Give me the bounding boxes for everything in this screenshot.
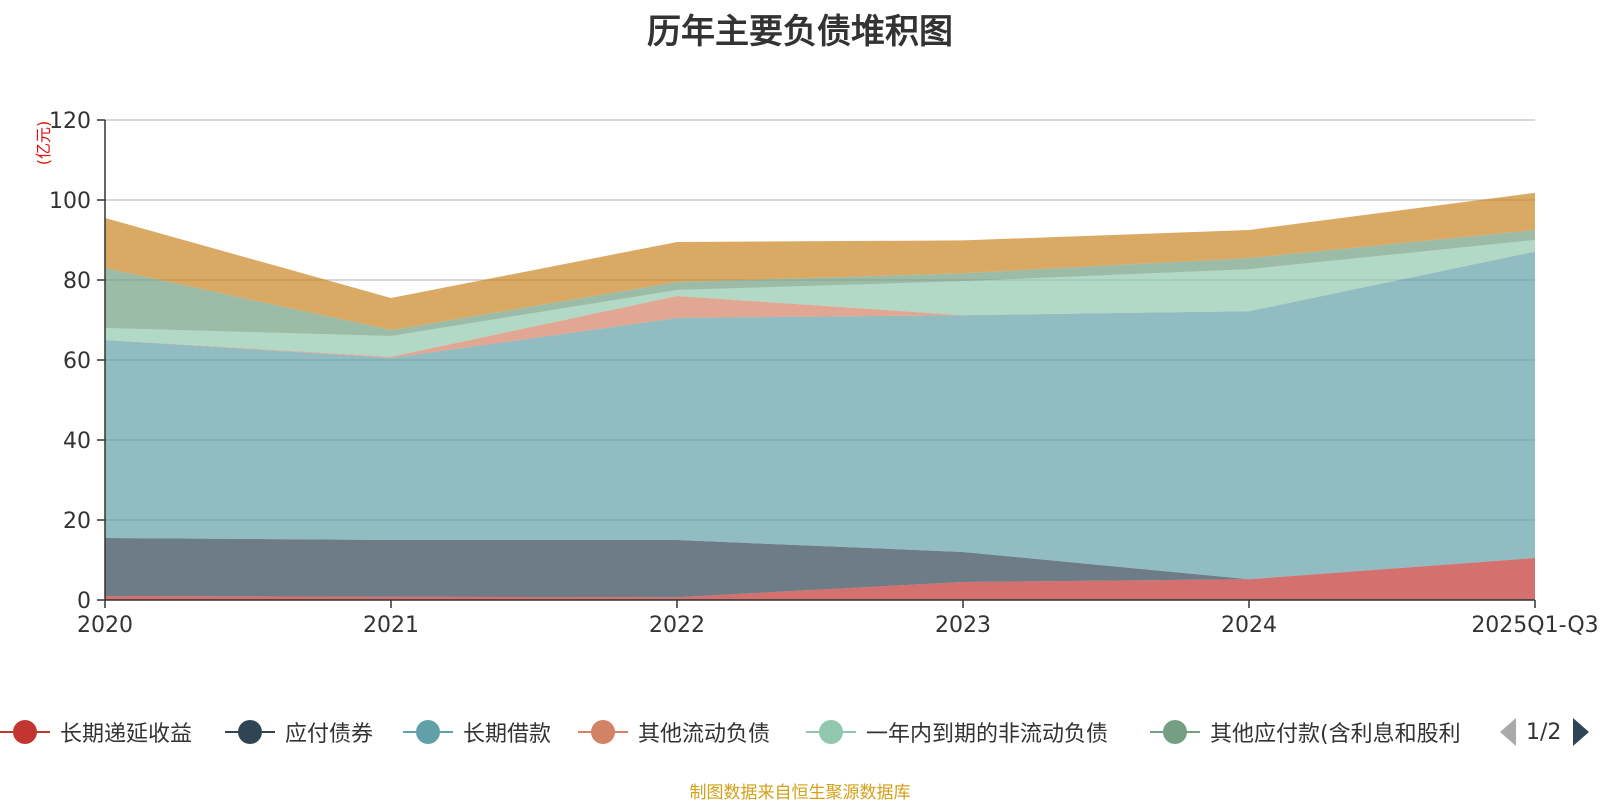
legend-marker-icon bbox=[806, 717, 856, 747]
y-tick-label: 20 bbox=[63, 509, 91, 534]
axes: 0 20 40 60 80 100 120 2020 2021 2022 2023 2024 2025Q… bbox=[49, 109, 1599, 638]
x-tick-label: 2021 bbox=[363, 613, 419, 638]
area-一年内到期的非流动负债 bbox=[105, 240, 1535, 357]
legend-marker-icon bbox=[0, 717, 50, 747]
legend-marker-icon bbox=[578, 717, 628, 747]
y-tick-label: 60 bbox=[63, 349, 91, 374]
stacked-area-chart: 0 20 40 60 80 100 120 2020 2021 2022 2023 2024 2025Q… bbox=[34, 109, 1599, 638]
legend-item[interactable]: 长期借款 bbox=[403, 712, 551, 752]
y-tick-label: 80 bbox=[63, 269, 91, 294]
legend-pager: 1/2 bbox=[1500, 712, 1590, 752]
x-tick-label: 2020 bbox=[77, 613, 133, 638]
legend: 长期递延收益 应付债券 长期借款 其他流动负债 一年内到期的非流动负债 其他应付款(含利息… bbox=[0, 712, 1600, 752]
legend-label: 应付债券 bbox=[285, 722, 374, 747]
legend-item[interactable]: 一年内到期的非流动负债 bbox=[806, 712, 1108, 752]
source-note: 制图数据来自恒生聚源数据库 bbox=[689, 783, 911, 803]
area-series bbox=[105, 192, 1535, 600]
legend-marker-icon bbox=[225, 717, 275, 747]
legend-label: 一年内到期的非流动负债 bbox=[866, 722, 1109, 747]
legend-page-number: 1/2 bbox=[1526, 719, 1562, 745]
chart-title: 历年主要负债堆积图 bbox=[647, 12, 953, 52]
x-tick-label: 2023 bbox=[935, 613, 991, 638]
legend-label: 其他应付款(含利息和股利 bbox=[1210, 722, 1461, 747]
legend-label: 长期递延收益 bbox=[60, 722, 193, 747]
area-应付债券 bbox=[105, 538, 1535, 598]
legend-marker-icon bbox=[403, 717, 453, 747]
x-tick-label: 2024 bbox=[1221, 613, 1277, 638]
area-长期借款 bbox=[105, 251, 1535, 580]
next-page-icon[interactable] bbox=[1573, 718, 1590, 746]
legend-item[interactable]: 长期递延收益 bbox=[0, 712, 192, 752]
legend-item[interactable]: 应付债券 bbox=[225, 712, 373, 752]
x-tick-label: 2022 bbox=[649, 613, 705, 638]
prev-page-icon[interactable] bbox=[1500, 718, 1516, 746]
legend-item[interactable]: 其他应付款(含利息和股利 bbox=[1150, 712, 1461, 752]
area-长期递延收益 bbox=[105, 558, 1535, 600]
y-axis-unit-label: (亿元) bbox=[34, 121, 53, 166]
y-tick-label: 120 bbox=[49, 109, 91, 134]
legend-label: 其他流动负债 bbox=[638, 722, 771, 747]
legend-item[interactable]: 其他流动负债 bbox=[578, 712, 770, 752]
area-其他 bbox=[105, 192, 1535, 330]
legend-label: 长期借款 bbox=[463, 722, 552, 747]
x-tick-label: 2025Q1-Q3 bbox=[1471, 613, 1598, 638]
y-tick-label: 40 bbox=[63, 429, 91, 454]
y-tick-label: 100 bbox=[49, 189, 91, 214]
area-其他应付款(含利息和股利) bbox=[105, 230, 1535, 336]
y-tick-label: 0 bbox=[77, 589, 91, 614]
legend-marker-icon bbox=[1150, 717, 1200, 747]
